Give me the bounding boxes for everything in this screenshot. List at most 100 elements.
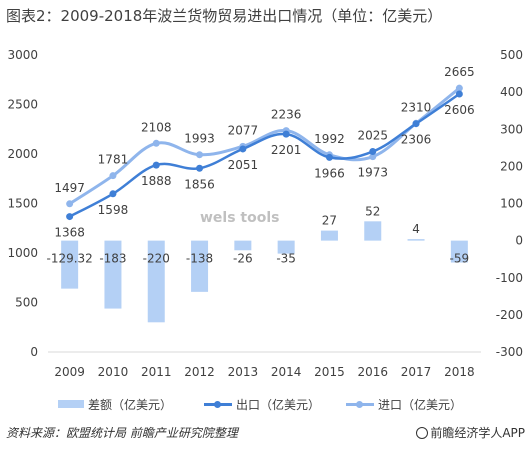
legend-item-balance: 差额（亿美元） bbox=[58, 396, 172, 413]
point-export bbox=[239, 145, 247, 153]
bar-balance bbox=[450, 240, 468, 263]
legend-label-export: 出口（亿美元） bbox=[236, 398, 321, 412]
y-right-tick-label: 200 bbox=[500, 159, 523, 173]
point-export bbox=[369, 148, 377, 156]
import-data-label: 1992 bbox=[314, 132, 345, 146]
legend-item-import: 进口（亿美元） bbox=[346, 396, 462, 413]
import-data-label: 1497 bbox=[54, 181, 85, 195]
bar-balance bbox=[191, 240, 209, 292]
import-data-label: 2665 bbox=[444, 65, 475, 79]
import-data-label: 2236 bbox=[271, 108, 302, 122]
export-data-label: 1888 bbox=[141, 174, 172, 188]
bar-balance bbox=[147, 240, 165, 323]
legend-label-balance: 差额（亿美元） bbox=[88, 398, 173, 412]
point-import bbox=[196, 151, 204, 159]
bar-balance bbox=[364, 221, 382, 241]
y-right-tick-label: -300 bbox=[496, 345, 523, 359]
x-tick-label: 2018 bbox=[444, 365, 475, 379]
import-data-label: 1781 bbox=[98, 153, 129, 167]
bar-balance-label: -129.32 bbox=[46, 252, 92, 266]
y-right-tick-label: 300 bbox=[500, 122, 523, 136]
bar-balance bbox=[234, 240, 252, 251]
import-data-label: 2077 bbox=[228, 123, 259, 137]
y-left-tick-label: 1000 bbox=[7, 246, 38, 260]
bar-balance-label: -220 bbox=[143, 252, 170, 266]
bar-balance bbox=[61, 240, 79, 289]
legend-label-import: 进口（亿美元） bbox=[378, 398, 463, 412]
y-left-tick-label: 0 bbox=[30, 345, 38, 359]
export-data-label: 1598 bbox=[98, 203, 129, 217]
point-export bbox=[66, 213, 74, 221]
bar-balance bbox=[320, 230, 338, 241]
x-tick-label: 2017 bbox=[401, 365, 432, 379]
bar-balance-label: -138 bbox=[186, 252, 213, 266]
brand-label: 前瞻经济学人APP bbox=[430, 426, 525, 440]
y-left-tick-label: 3000 bbox=[7, 48, 38, 62]
bar-balance-label: -59 bbox=[450, 252, 470, 266]
bar-balance-label: 27 bbox=[322, 214, 337, 228]
bar-balance-label: -183 bbox=[99, 252, 126, 266]
y-left-tick-label: 2500 bbox=[7, 98, 38, 112]
bar-balance bbox=[407, 239, 425, 241]
point-export bbox=[412, 120, 420, 128]
y-left-tick-label: 1500 bbox=[7, 197, 38, 211]
point-export bbox=[282, 130, 290, 138]
source-note: 资料来源：欧盟统计局 前瞻产业研究院整理 bbox=[6, 426, 238, 440]
import-data-label: 1973 bbox=[357, 166, 388, 180]
point-import bbox=[455, 84, 463, 92]
x-tick-label: 2015 bbox=[314, 365, 345, 379]
export-data-label: 1856 bbox=[184, 177, 215, 191]
bar-balance-label: 52 bbox=[365, 204, 380, 218]
y-right-tick-label: 400 bbox=[500, 85, 523, 99]
x-tick-label: 2013 bbox=[228, 365, 259, 379]
point-import bbox=[369, 153, 377, 161]
export-data-label: 2201 bbox=[271, 143, 302, 157]
point-import bbox=[152, 139, 160, 147]
y-left-tick-label: 500 bbox=[15, 296, 38, 310]
import-data-label: 2108 bbox=[141, 120, 172, 134]
x-tick-label: 2010 bbox=[98, 365, 129, 379]
y-right-tick-label: 500 bbox=[500, 48, 523, 62]
brand-logo-icon bbox=[416, 427, 429, 439]
point-import bbox=[66, 200, 74, 208]
point-export bbox=[109, 190, 117, 198]
point-export bbox=[196, 164, 204, 172]
x-tick-label: 2009 bbox=[54, 365, 85, 379]
legend-swatch-balance bbox=[58, 400, 84, 408]
import-data-label: 2310 bbox=[401, 100, 432, 114]
y-left-tick-label: 2000 bbox=[7, 147, 38, 161]
y-right-tick-label: 100 bbox=[500, 197, 523, 211]
bar-balance-label: 4 bbox=[412, 222, 420, 236]
chart-title: 图表2：2009-2018年波兰货物贸易进出口情况（单位：亿美元） bbox=[6, 7, 443, 25]
point-import bbox=[109, 172, 117, 180]
legend-swatch-import bbox=[346, 399, 374, 409]
legend-swatch-export bbox=[204, 399, 232, 409]
bar-balance-label: -35 bbox=[276, 252, 296, 266]
chart-legend: 差额（亿美元） 出口（亿美元） 进口（亿美元） bbox=[0, 396, 531, 413]
export-data-label: 2025 bbox=[357, 129, 388, 143]
import-data-label: 1993 bbox=[184, 132, 215, 146]
watermark-text: wels tools bbox=[200, 210, 280, 226]
y-right-tick-label: 0 bbox=[515, 234, 523, 248]
bar-balance bbox=[277, 240, 295, 254]
line-export bbox=[69, 92, 461, 218]
x-tick-label: 2011 bbox=[141, 365, 172, 379]
x-tick-label: 2016 bbox=[357, 365, 388, 379]
legend-item-export: 出口（亿美元） bbox=[204, 396, 320, 413]
export-data-label: 2606 bbox=[444, 103, 475, 117]
export-data-label: 1368 bbox=[54, 226, 85, 240]
point-export bbox=[455, 90, 463, 98]
x-tick-label: 2012 bbox=[184, 365, 215, 379]
x-tick-label: 2014 bbox=[271, 365, 302, 379]
bar-balance bbox=[104, 240, 122, 309]
export-data-label: 2306 bbox=[401, 133, 432, 147]
export-data-label: 2051 bbox=[228, 158, 259, 172]
point-export bbox=[152, 161, 160, 169]
brand-credit: 前瞻经济学人APP bbox=[416, 424, 525, 441]
bar-balance-label: -26 bbox=[233, 252, 253, 266]
point-export bbox=[325, 153, 333, 161]
y-right-tick-label: -200 bbox=[496, 308, 523, 322]
y-right-tick-label: -100 bbox=[496, 271, 523, 285]
export-data-label: 1966 bbox=[314, 166, 345, 180]
